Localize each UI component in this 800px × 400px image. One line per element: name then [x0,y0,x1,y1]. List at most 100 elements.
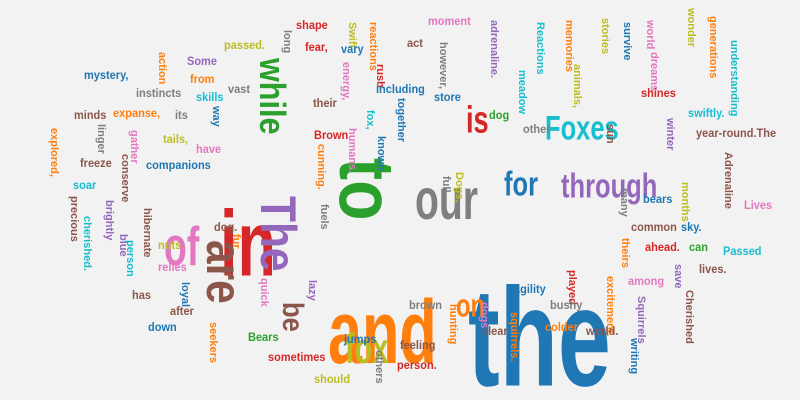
word-93: nuts [158,238,182,253]
word-103: brown [409,298,442,313]
word-75: companions [146,158,211,173]
word-24: world [644,20,656,50]
word-107: among [628,274,665,289]
word-2: to [323,158,411,221]
word-101: loyal [179,282,191,308]
word-69: known [375,136,387,171]
word-23: stories [599,18,611,55]
word-1: and [328,283,437,383]
word-6: of [164,216,200,278]
word-79: precious [68,196,80,242]
word-8: fox [345,325,389,373]
word-51: minds [74,108,107,123]
word-59: other [523,122,551,137]
word-116: Squirrels [635,296,647,344]
word-86: hibernate [141,208,153,258]
word-4: The [250,196,306,272]
word-34: dreams [648,52,660,92]
word-20: adrenaline. [488,20,500,79]
word-126: sometimes [268,350,326,365]
word-65: tails, [163,132,189,147]
word-115: bushy [550,298,583,313]
word-108: save [672,264,684,289]
word-67: Brown [314,128,349,143]
word-19: moment [428,14,471,29]
word-40: vast [228,82,251,97]
word-118: squirrels. [508,312,520,362]
word-57: together [395,98,407,142]
word-119: Bears [248,330,279,345]
word-32: however, [437,42,449,90]
word-44: meadow [516,70,528,115]
word-117: down [148,320,177,335]
word-110: Cherished [683,290,695,344]
word-28: long [281,30,293,54]
word-7: our [415,166,478,232]
word-33: survive [621,22,633,61]
word-96: can [689,240,708,255]
word-71: year-round.The [696,126,777,141]
word-88: fuels [318,204,330,230]
word-11: while [252,58,293,135]
word-13: for [504,165,538,204]
word-78: soar [73,178,97,193]
word-43: including [376,82,425,97]
word-38: mystery, [84,68,129,83]
word-31: act [407,36,423,51]
word-81: months [679,182,691,222]
word-27: understanding [728,40,740,117]
word-16: shape [296,18,328,33]
word-121: feeling [400,338,436,353]
word-113: hunting [447,304,459,345]
word-48: skills [196,90,224,105]
word-89: common [631,220,677,235]
word-15: be [276,302,309,332]
word-12: is [466,97,489,141]
word-124: world. [586,324,619,339]
word-94: theirs [619,238,631,268]
word-90: cherished. [81,216,93,272]
word-80: brightly [103,200,115,241]
word-128: writing [628,338,640,375]
word-5: are [196,240,252,304]
word-62: explored, [48,128,60,177]
word-46: shines [641,86,676,101]
word-122: clear [482,324,508,339]
word-30: vary [341,42,364,57]
word-130: should [314,372,351,387]
word-47: instincts [136,86,182,101]
word-41: energy, [340,62,352,101]
word-35: passed. [224,38,265,53]
word-61: winter [664,118,676,151]
word-76: full [440,176,452,193]
word-50: swiftly. [688,106,725,121]
word-92: fur [230,234,242,249]
word-87: dog. [214,220,238,235]
word-56: fox, [364,110,376,130]
word-120: jumps [344,332,377,347]
word-102: lazy [306,280,318,301]
word-111: quick [258,278,270,307]
word-10: through [561,167,658,206]
word-73: freeze [80,156,112,171]
word-70: cunning. [315,144,327,190]
word-98: person [124,240,136,277]
word-99: relies [158,260,187,275]
word-105: agility [514,282,546,297]
word-109: lives. [699,262,727,277]
word-84: sky. [681,220,702,235]
word-82: many [618,188,630,217]
word-125: seekers [207,322,219,363]
word-72: Adrenaline [722,152,734,209]
word-112: after [170,304,194,319]
word-127: person. [397,358,437,373]
word-29: fear, [305,40,328,55]
word-55: their [313,96,337,111]
word-97: Passed [723,244,762,259]
word-66: have [196,142,222,157]
word-123: colder [545,320,579,335]
word-36: Some [187,54,217,69]
word-129: others [373,350,385,384]
word-49: store [434,90,461,105]
